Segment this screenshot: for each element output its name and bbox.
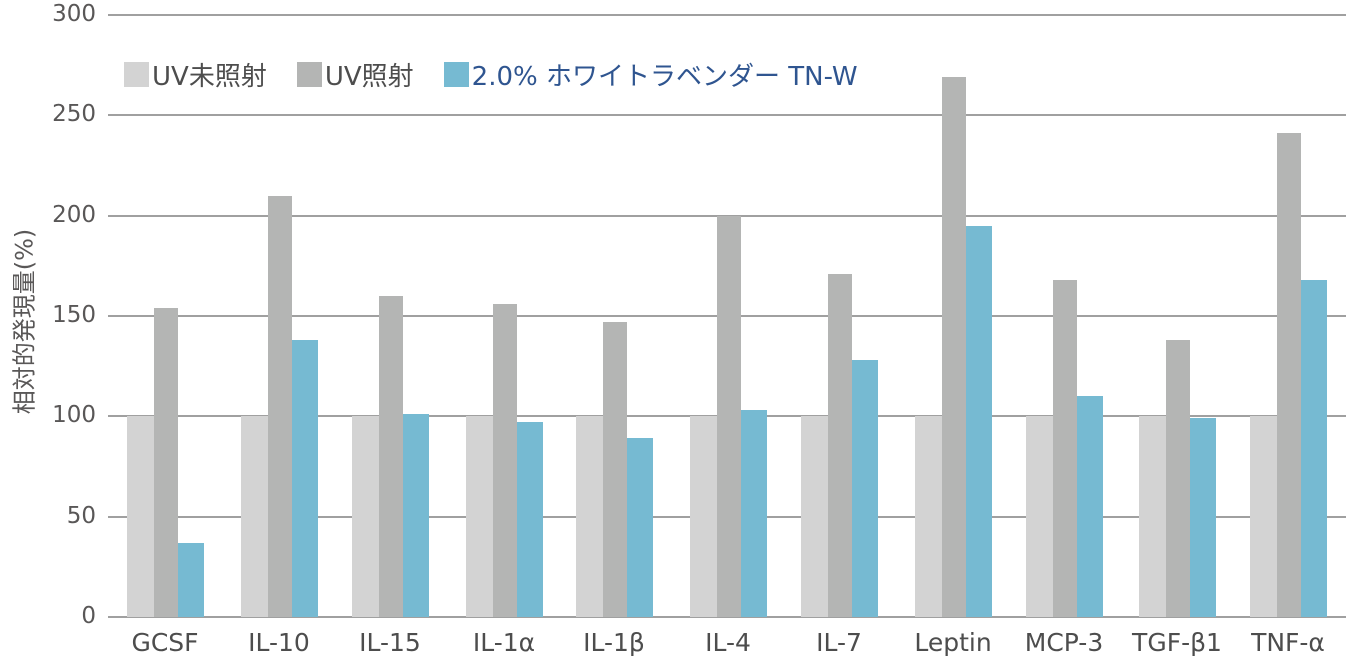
x-tick-label: IL-10 [248,628,310,657]
y-tick-label: 300 [52,1,96,27]
y-tick-label: 150 [52,302,96,328]
y-tick-label: 200 [52,201,96,228]
gridline [108,616,1346,618]
bar [1053,279,1077,617]
x-tick-label: TNF-α [1251,628,1325,657]
bar [717,215,741,617]
legend-item-uv-unirradiated: UV未照射 [124,56,267,93]
legend-label: UV未照射 [152,62,267,92]
bar [1277,133,1301,617]
bar [576,416,603,617]
bar [741,410,767,617]
bar [466,416,493,617]
bar [915,416,942,617]
bar [127,416,154,617]
legend-label: UV照射 [324,62,414,92]
bar [493,303,517,617]
bar [292,340,318,617]
bar [517,422,543,617]
x-tick-label: MCP-3 [1024,628,1104,657]
bar [603,322,627,617]
bar [852,360,878,617]
x-tick-label: IL-4 [705,628,751,657]
legend-label: 2.0% ホワイトラベンダー TN-W [471,62,858,92]
bar [241,416,268,617]
bar [1301,279,1327,617]
bar [966,225,992,617]
x-tick-label: TGF-β1 [1132,628,1222,657]
bar [942,77,966,617]
y-tick-label: 100 [52,402,96,429]
x-tick-label: IL-7 [816,628,862,657]
legend: UV未照射 UV照射 2.0% ホワイトラベンダー TN-W [124,56,888,93]
x-tick-label: IL-1α [472,628,536,657]
x-tick-label: IL-1β [583,628,645,657]
bar [379,295,403,617]
bar [1250,416,1277,617]
bar [178,542,204,617]
legend-item-uv-irradiated: UV照射 [296,56,414,93]
bar [1077,396,1103,617]
y-tick-label: 0 [81,603,96,629]
x-tick-label: GCSF [131,628,199,657]
bar [627,438,653,617]
bar [1166,340,1190,617]
bar [1139,416,1166,617]
bar [801,416,828,617]
bar [403,414,429,617]
bar [828,273,852,617]
y-tick-label: 250 [52,101,96,128]
x-tick-label: IL-15 [359,628,421,657]
legend-item-white-lavender: 2.0% ホワイトラベンダー TN-W [443,56,858,93]
y-tick-label: 50 [66,502,96,529]
legend-swatch [124,62,149,87]
legend-swatch [443,62,469,87]
bar [1190,418,1216,617]
x-tick-label: Leptin [914,628,992,657]
bar [352,416,379,617]
legend-swatch [296,62,322,87]
bar [154,307,178,617]
bar [268,195,292,617]
bar [1026,416,1053,617]
gridline [108,114,1346,117]
gridline [108,14,1346,16]
bar [690,416,717,617]
